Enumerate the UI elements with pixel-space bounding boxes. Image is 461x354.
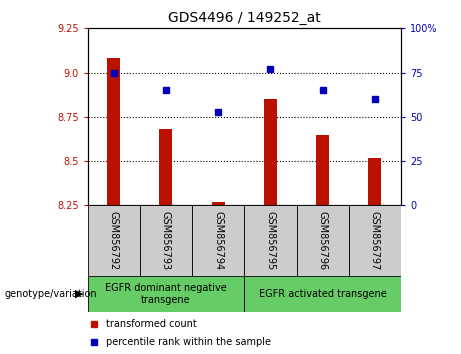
Bar — [107, 58, 120, 205]
Bar — [140, 205, 192, 276]
Bar — [244, 205, 296, 276]
Text: ▶: ▶ — [75, 289, 83, 299]
Title: GDS4496 / 149252_at: GDS4496 / 149252_at — [168, 11, 321, 24]
Text: GSM856797: GSM856797 — [370, 211, 380, 270]
Bar — [316, 135, 329, 205]
Text: EGFR dominant negative
transgene: EGFR dominant negative transgene — [105, 283, 227, 305]
Bar — [212, 202, 225, 205]
Bar — [349, 205, 401, 276]
Text: transformed count: transformed count — [106, 319, 197, 329]
Text: GSM856792: GSM856792 — [109, 211, 119, 270]
Bar — [368, 158, 382, 205]
Text: genotype/variation: genotype/variation — [5, 289, 97, 299]
Bar — [264, 99, 277, 205]
Text: GSM856796: GSM856796 — [318, 211, 328, 270]
Bar — [88, 276, 244, 312]
Text: GSM856794: GSM856794 — [213, 211, 223, 270]
Text: GSM856795: GSM856795 — [266, 211, 276, 270]
Text: EGFR activated transgene: EGFR activated transgene — [259, 289, 387, 299]
Bar — [160, 129, 172, 205]
Bar — [88, 205, 140, 276]
Text: GSM856793: GSM856793 — [161, 211, 171, 270]
Bar — [192, 205, 244, 276]
Bar — [244, 276, 401, 312]
Text: percentile rank within the sample: percentile rank within the sample — [106, 337, 272, 347]
Bar — [296, 205, 349, 276]
